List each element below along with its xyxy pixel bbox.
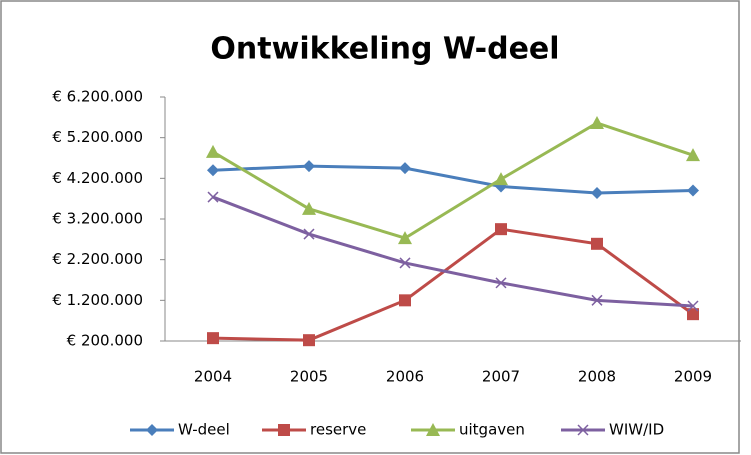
- legend-label: uitgaven: [459, 421, 525, 439]
- series-line: [212, 195, 694, 308]
- x-tick-label: 2007: [482, 368, 520, 386]
- marker: [398, 231, 412, 245]
- legend-label: reserve: [310, 421, 366, 439]
- legend-marker: [426, 423, 440, 436]
- x-tick-label: 2006: [386, 368, 424, 386]
- marker: [207, 191, 219, 203]
- marker: [687, 308, 699, 321]
- marker: [399, 294, 411, 307]
- legend-marker: [278, 424, 290, 436]
- marker: [591, 294, 603, 306]
- marker: [207, 332, 219, 345]
- legend-label: WIW/ID: [609, 421, 664, 439]
- x-tick-label: 2009: [674, 368, 712, 386]
- legend-label: W-deel: [178, 421, 230, 439]
- marker: [591, 186, 603, 199]
- marker: [495, 277, 507, 289]
- series-line: [212, 121, 694, 240]
- marker: [207, 164, 219, 177]
- marker: [494, 172, 508, 186]
- y-tick-label: € 1.200.000: [52, 291, 143, 309]
- marker: [399, 162, 411, 175]
- marker: [302, 201, 316, 215]
- y-tick-label: € 5.200.000: [52, 128, 143, 146]
- series-line: [212, 164, 694, 195]
- x-tick-label: 2004: [194, 368, 232, 386]
- marker: [591, 237, 603, 250]
- marker: [303, 334, 315, 347]
- legend-marker: [577, 424, 589, 436]
- marker: [495, 223, 507, 236]
- chart-title: Ontwikkeling W-deel: [210, 32, 559, 67]
- x-tick-label: 2005: [290, 368, 328, 386]
- y-tick-label: € 3.200.000: [52, 210, 143, 228]
- marker: [303, 228, 315, 240]
- x-tick-label: 2008: [578, 368, 616, 386]
- y-tick-label: € 2.200.000: [52, 250, 143, 268]
- marker: [686, 148, 700, 162]
- marker: [303, 160, 315, 173]
- marker: [590, 116, 604, 130]
- y-tick-label: € 4.200.000: [52, 169, 143, 187]
- y-tick-label: € 6.200.000: [52, 88, 143, 106]
- y-tick-label: € 200.000: [67, 332, 143, 350]
- marker: [687, 184, 699, 197]
- series-line: [212, 227, 694, 342]
- marker: [399, 257, 411, 269]
- marker: [687, 300, 699, 312]
- marker: [206, 144, 220, 158]
- legend-marker: [146, 424, 158, 436]
